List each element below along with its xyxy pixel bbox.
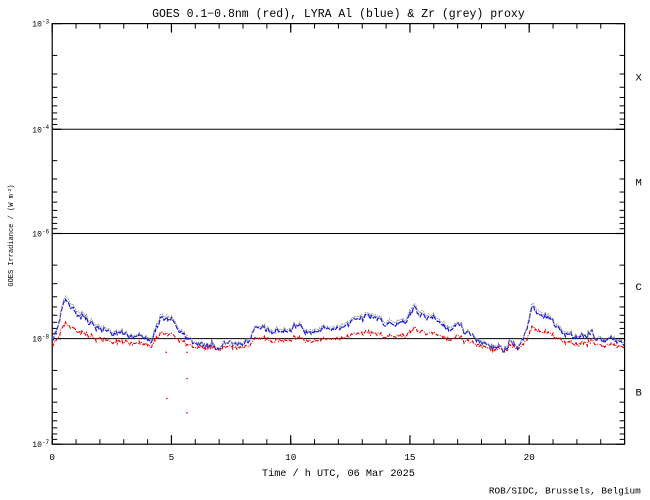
svg-text:10-6: 10-6: [32, 228, 49, 239]
svg-text:GOES Irradiance / (W m-2): GOES Irradiance / (W m-2): [7, 184, 17, 286]
svg-text:10-3: 10-3: [32, 18, 49, 29]
svg-text:10: 10: [285, 452, 296, 463]
svg-text:5: 5: [169, 452, 175, 463]
svg-text:10-7: 10-7: [32, 439, 49, 450]
svg-text:X: X: [635, 73, 642, 85]
svg-text:ROB/SIDC, Brussels, Belgium: ROB/SIDC, Brussels, Belgium: [489, 486, 641, 497]
svg-text:B: B: [635, 387, 641, 399]
svg-text:Time / h UTC, 06 Mar 2025: Time / h UTC, 06 Mar 2025: [262, 468, 415, 480]
svg-text:M: M: [635, 177, 641, 189]
svg-text:20: 20: [524, 452, 535, 463]
svg-text:15: 15: [404, 452, 415, 463]
svg-text:GOES 0.1−0.8nm (red), LYRA Al: GOES 0.1−0.8nm (red), LYRA Al (blue) & Z…: [152, 8, 525, 21]
svg-text:0: 0: [49, 452, 55, 463]
svg-text:10-4: 10-4: [32, 124, 49, 135]
svg-text:10-8: 10-8: [32, 333, 49, 344]
svg-text:C: C: [635, 282, 641, 294]
